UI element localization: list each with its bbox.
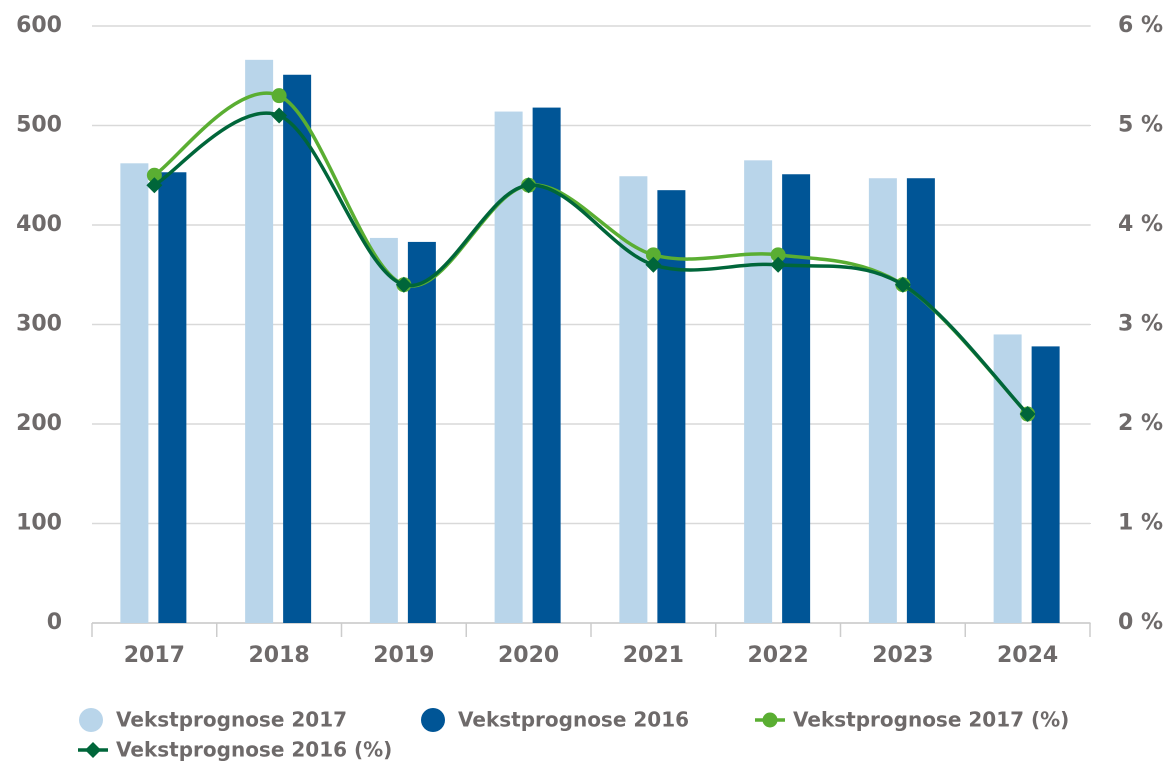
bar	[782, 174, 811, 623]
y2-tick-label: 6 %	[1118, 13, 1163, 38]
bar	[120, 163, 149, 623]
y-tick-label: 200	[16, 411, 62, 436]
y2-tick-label: 3 %	[1118, 312, 1163, 337]
line	[153, 111, 1029, 416]
x-tick-label: 2022	[748, 643, 809, 668]
bar	[245, 59, 274, 623]
bar	[158, 172, 187, 623]
bar	[283, 74, 312, 623]
bar	[1031, 346, 1060, 623]
y2-tick-label: 2 %	[1118, 411, 1163, 436]
marker	[395, 276, 412, 293]
y-tick-label: 600	[16, 13, 62, 38]
marker	[645, 256, 662, 273]
y-tick-label: 100	[16, 511, 62, 536]
marker	[146, 177, 163, 194]
y2-tick-label: 0 %	[1118, 610, 1163, 635]
x-tick-label: 2018	[249, 643, 310, 668]
bar	[407, 241, 436, 624]
marker	[271, 107, 288, 124]
y-tick-label: 400	[16, 212, 62, 237]
y-tick-label: 0	[47, 610, 62, 635]
y-tick-label: 500	[16, 113, 62, 138]
bar	[369, 237, 398, 623]
legend-label: Vekstprognose 2016 (%)	[116, 738, 392, 762]
legend-label: Vekstprognose 2017	[116, 708, 347, 732]
marker	[770, 247, 786, 263]
bar	[868, 178, 897, 624]
x-tick-label: 2024	[997, 643, 1058, 668]
x-tick-label: 2023	[872, 643, 933, 668]
marker	[1019, 406, 1036, 423]
legend-marker	[85, 742, 101, 758]
legend-marker	[762, 712, 778, 728]
x-tick-label: 2019	[373, 643, 434, 668]
marker	[271, 88, 287, 104]
y2-tick-label: 1 %	[1118, 511, 1163, 536]
bar	[906, 178, 935, 624]
bar	[619, 176, 648, 623]
marker	[520, 177, 537, 194]
legend-label: Vekstprognose 2016	[458, 708, 689, 732]
legend-marker	[421, 708, 445, 732]
y2-tick-label: 4 %	[1118, 212, 1163, 237]
marker	[645, 247, 661, 263]
y2-tick-label: 5 %	[1118, 113, 1163, 138]
x-tick-label: 2017	[124, 643, 185, 668]
x-tick-label: 2021	[623, 643, 684, 668]
legend-label: Vekstprognose 2017 (%)	[793, 708, 1069, 732]
bar	[744, 160, 773, 623]
x-tick-label: 2020	[498, 643, 559, 668]
bar	[657, 190, 686, 624]
legend-marker	[79, 708, 103, 732]
marker	[894, 276, 911, 293]
marker	[770, 256, 787, 273]
y-tick-label: 300	[16, 312, 62, 337]
marker	[146, 167, 162, 183]
